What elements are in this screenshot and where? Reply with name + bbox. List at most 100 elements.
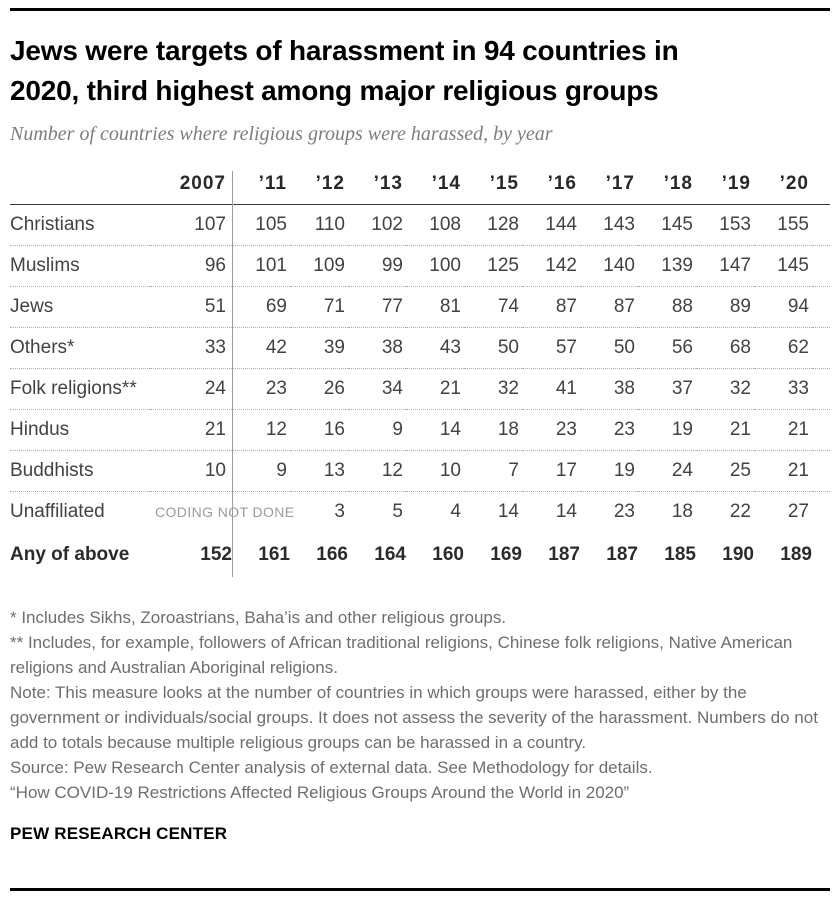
row-label: Any of above — [10, 544, 130, 565]
table-cell: 16 — [290, 409, 348, 451]
col-header-year-9: ’19 — [696, 171, 754, 205]
row-label: Muslims — [10, 245, 150, 287]
table-cell: 189 — [780, 544, 812, 565]
table-cell: 22 — [696, 491, 754, 532]
cell-fill — [812, 327, 830, 369]
table-cell: 147 — [696, 245, 754, 287]
table-cell: 166 — [316, 544, 348, 565]
table-cell: 153 — [719, 214, 751, 235]
table-cell: 169 — [490, 544, 522, 565]
footnote-note: Note: This measure looks at the number o… — [10, 683, 818, 752]
col-header-fill — [812, 171, 830, 205]
table-cell: 14 — [406, 409, 464, 451]
table-cell: 50 — [464, 327, 522, 369]
table-cell: 110 — [314, 214, 345, 235]
cell-fill — [812, 532, 830, 579]
row-label: Unaffiliated — [10, 491, 150, 532]
table-row: Christians 107 105 110 102 108 128 144 143 145 153… — [10, 205, 830, 246]
coding-note: CODING NOT DONE — [150, 504, 300, 520]
table-cell: 23 — [522, 409, 580, 451]
table-cell: 77 — [348, 286, 406, 328]
table-header-row: 2007’11’12’13’14’15’16’17’18’19’20 — [10, 171, 830, 205]
col-header-year-8: ’18 — [638, 171, 696, 205]
table-cell: 14 — [464, 491, 522, 532]
table-cell: 33 — [754, 368, 812, 410]
table-cell: 32 — [696, 368, 754, 410]
table-cell: 142 — [522, 245, 580, 287]
footnote-report-title: “How COVID-19 Restrictions Affected Reli… — [10, 783, 630, 802]
table-cell: 71 — [290, 286, 348, 328]
footnote-asterisk: * Includes Sikhs, Zoroastrians, Baha’is … — [10, 608, 507, 627]
table-cell: 32 — [464, 368, 522, 410]
cell-fill — [812, 450, 830, 492]
table-cell: 41 — [522, 368, 580, 410]
table-cell: 10 — [406, 450, 464, 492]
col-header-year-2: ’12 — [290, 171, 348, 205]
row-label: Jews — [10, 286, 150, 328]
table-cell: 68 — [696, 327, 754, 369]
table-cell: 23 — [580, 409, 638, 451]
cell-fill — [812, 409, 830, 451]
table-cell: 25 — [696, 450, 754, 492]
table-cell: 19 — [580, 450, 638, 492]
table-cell: 190 — [722, 544, 754, 565]
table-cell: 145 — [661, 214, 693, 235]
brand: PEW RESEARCH CENTER — [10, 824, 228, 843]
table-cell: 187 — [548, 544, 580, 565]
table-cell: 143 — [603, 214, 635, 235]
cell-2007: 152 — [200, 544, 232, 565]
table-cell: 18 — [464, 409, 522, 451]
table-cell: 102 — [371, 214, 403, 235]
table-cell: 140 — [580, 245, 638, 287]
cell-fill — [812, 368, 830, 410]
page-title: Jews were targets of harassment in 94 co… — [10, 31, 830, 111]
table-cell: 4 — [406, 491, 464, 532]
table-cell: 21 — [696, 409, 754, 451]
table-cell: 88 — [638, 286, 696, 328]
cell-2007: 24 — [150, 368, 232, 410]
table-cell: 187 — [606, 544, 638, 565]
table-cell: 100 — [406, 245, 464, 287]
table-cell: 155 — [777, 214, 809, 235]
col-header-year-7: ’17 — [580, 171, 638, 205]
table-cell: 50 — [580, 327, 638, 369]
cell-fill — [812, 205, 830, 246]
table-cell: 12 — [348, 450, 406, 492]
title-line-1: Jews were targets of harassment in 94 co… — [10, 35, 679, 66]
column-divider — [232, 171, 233, 577]
table-cell: 87 — [522, 286, 580, 328]
row-label: Folk religions** — [10, 368, 150, 410]
table-cell: 62 — [754, 327, 812, 369]
table-cell: 139 — [638, 245, 696, 287]
row-label: Buddhists — [10, 450, 150, 492]
table-row: Hindus 21 12 16 9 14 18 23 23 19 21 21 — [10, 409, 830, 451]
table-cell: 39 — [290, 327, 348, 369]
table-cell: 14 — [522, 491, 580, 532]
table-cell: 19 — [638, 409, 696, 451]
col-header-2007: 2007 — [150, 171, 232, 205]
table-cell: 109 — [290, 245, 348, 287]
table-cell: 7 — [464, 450, 522, 492]
footnote-source: Source: Pew Research Center analysis of … — [10, 758, 653, 777]
cell-2007: 33 — [150, 327, 232, 369]
col-header-year-4: ’14 — [406, 171, 464, 205]
table-cell: 9 — [232, 450, 290, 492]
col-header-year-6: ’16 — [522, 171, 580, 205]
table-cell: 12 — [232, 409, 290, 451]
row-label: Others* — [10, 327, 150, 369]
table-cell: 23 — [580, 491, 638, 532]
cell-2007: 96 — [150, 245, 232, 287]
cell-fill — [812, 245, 830, 287]
table-cell: 5 — [348, 491, 406, 532]
table-cell: 108 — [429, 214, 461, 235]
cell-2007: 10 — [150, 450, 232, 492]
table-cell: 125 — [464, 245, 522, 287]
footnote-double-asterisk: ** Includes, for example, followers of A… — [10, 633, 793, 677]
table-cell: 87 — [580, 286, 638, 328]
table-cell: 185 — [664, 544, 696, 565]
table-cell: 128 — [487, 214, 519, 235]
table-cell: 81 — [406, 286, 464, 328]
table-cell: 164 — [374, 544, 406, 565]
row-label: Christians — [10, 214, 95, 235]
